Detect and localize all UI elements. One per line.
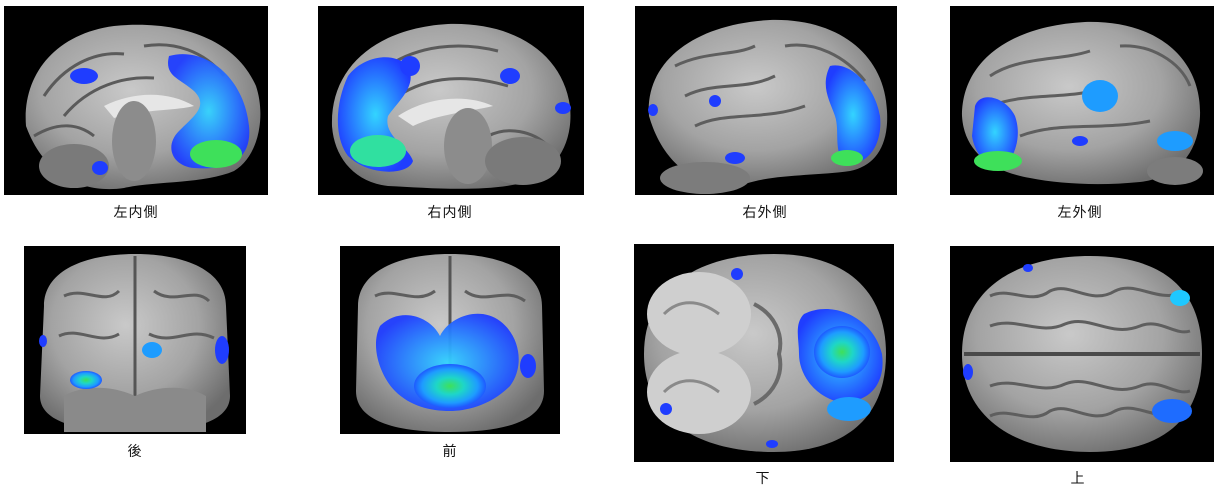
label-superior: 上 bbox=[1070, 471, 1086, 487]
label-anterior: 前 bbox=[442, 444, 458, 460]
label-inferior: 下 bbox=[755, 471, 771, 487]
panel-left-lateral bbox=[950, 6, 1214, 195]
label-left-lateral: 左外側 bbox=[1057, 205, 1103, 221]
label-right-medial: 右内側 bbox=[427, 205, 473, 221]
panel-right-medial bbox=[318, 6, 584, 195]
panel-left-medial bbox=[4, 6, 268, 195]
label-posterior: 後 bbox=[127, 444, 143, 460]
panel-posterior bbox=[24, 246, 246, 434]
label-left-medial: 左内側 bbox=[113, 205, 159, 221]
panel-inferior bbox=[634, 244, 894, 462]
label-right-lateral: 右外側 bbox=[742, 205, 788, 221]
panel-superior bbox=[950, 246, 1214, 462]
panel-right-lateral bbox=[635, 6, 897, 195]
panel-anterior bbox=[340, 246, 560, 434]
